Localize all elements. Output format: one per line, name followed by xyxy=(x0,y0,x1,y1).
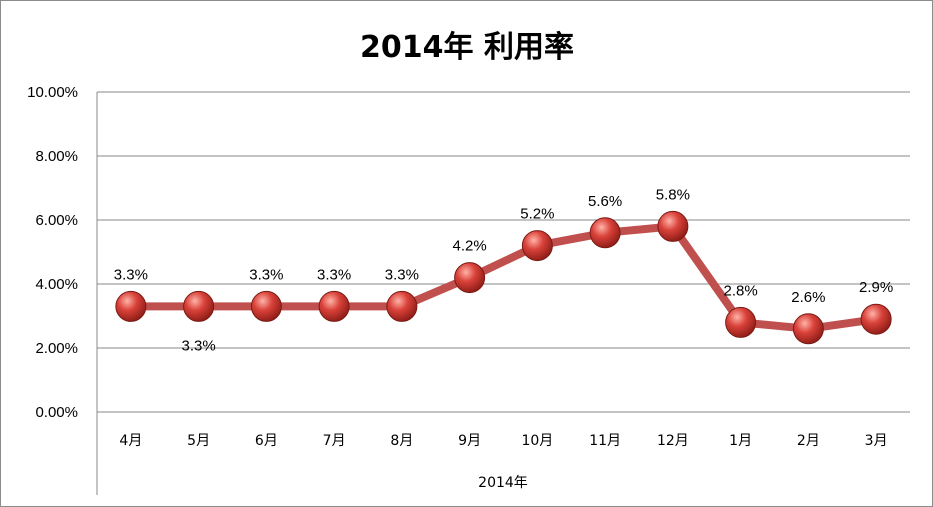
y-tick-label: 6.00% xyxy=(35,212,78,229)
data-label: 2.6% xyxy=(791,289,825,306)
series-markers xyxy=(115,210,892,345)
data-point-marker xyxy=(318,290,350,322)
x-category-label: 12月 xyxy=(657,433,689,449)
data-point-marker xyxy=(657,210,689,242)
data-label: 5.6% xyxy=(588,193,622,210)
data-point-marker xyxy=(454,262,486,294)
data-point-marker xyxy=(860,303,892,335)
x-category-label: 5月 xyxy=(187,433,210,449)
x-axis-title: 2014年 xyxy=(478,475,528,491)
x-category-label: 2月 xyxy=(797,433,820,449)
data-label: 3.3% xyxy=(182,337,216,354)
y-tick-label: 10.00% xyxy=(27,84,78,101)
data-labels: 3.3% 3.3% 3.3% 3.3% 3.3% 4.2% 5.2% 5.6% 5.8% 2.8%… xyxy=(114,186,893,354)
x-category-label: 6月 xyxy=(255,433,278,449)
x-category-label: 9月 xyxy=(458,433,481,449)
x-category-label: 11月 xyxy=(589,433,621,449)
y-tick-label: 8.00% xyxy=(35,148,78,165)
data-label: 3.3% xyxy=(249,266,283,283)
data-point-marker xyxy=(250,290,282,322)
gridlines xyxy=(96,91,910,495)
data-point-marker xyxy=(792,313,824,345)
y-tick-label: 2.00% xyxy=(35,340,78,357)
y-tick-label: 4.00% xyxy=(35,276,78,293)
data-label: 2.9% xyxy=(859,279,893,296)
x-category-label: 7月 xyxy=(323,433,346,449)
data-point-marker xyxy=(725,306,757,338)
y-tick-label: 0.00% xyxy=(35,404,78,421)
data-point-marker xyxy=(115,290,147,322)
data-label: 3.3% xyxy=(385,266,419,283)
data-label: 3.3% xyxy=(317,266,351,283)
data-label: 4.2% xyxy=(453,238,487,255)
x-category-label: 8月 xyxy=(390,433,413,449)
data-label: 5.2% xyxy=(520,206,554,223)
series-line-path xyxy=(126,222,881,333)
data-point-marker xyxy=(183,290,215,322)
data-point-marker xyxy=(386,290,418,322)
x-category-label: 10月 xyxy=(521,433,553,449)
data-point-marker xyxy=(521,230,553,262)
series-line xyxy=(126,222,881,333)
data-label: 5.8% xyxy=(656,186,690,203)
data-label: 3.3% xyxy=(114,266,148,283)
x-axis-categories: 4月 5月 6月 7月 8月 9月 10月 11月 12月 1月 2月 3月 xyxy=(119,433,887,449)
data-point-marker xyxy=(589,217,621,249)
x-category-label: 3月 xyxy=(865,433,888,449)
data-label: 2.8% xyxy=(724,282,758,299)
chart-title: 2014年 利用率 xyxy=(360,30,574,65)
x-category-label: 4月 xyxy=(119,433,142,449)
y-axis-ticks: 0.00% 2.00% 4.00% 6.00% 8.00% 10.00% xyxy=(27,84,78,421)
x-category-label: 1月 xyxy=(729,433,752,449)
